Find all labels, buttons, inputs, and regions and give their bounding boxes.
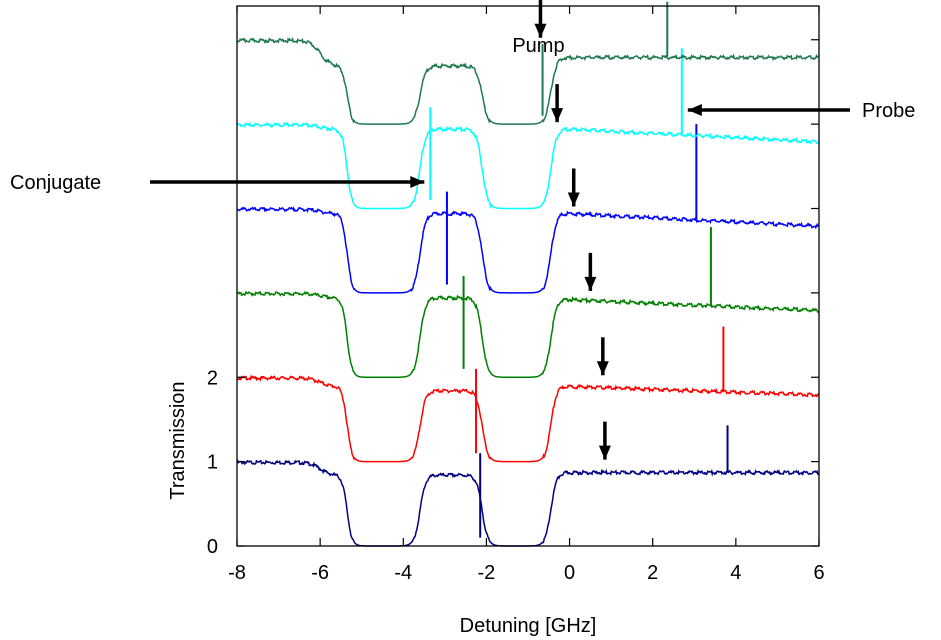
x-axis-label: Detuning [GHz] [460, 615, 597, 637]
x-tick-label: 0 [564, 562, 575, 584]
annotation-conjugate: Conjugate [10, 172, 101, 194]
x-tick-label: 6 [813, 562, 824, 584]
tick-layer: -8 -6 -4 -2 0 2 4 6 0 1 2 [207, 6, 825, 584]
series-line [236, 36, 820, 125]
x-tick-label: 4 [730, 562, 741, 584]
series-line [236, 290, 820, 378]
pump-arrow-head [584, 276, 597, 291]
plot-frame [236, 5, 820, 547]
series-line [236, 374, 820, 463]
y-tick-label: 0 [207, 536, 218, 558]
series-line [236, 121, 820, 210]
y-tick-label: 2 [207, 367, 218, 389]
pump-arrow-head [534, 23, 547, 38]
annotation-pump: Pump [512, 35, 564, 57]
series-layer [236, 1, 820, 547]
pump-arrow-head [567, 192, 580, 207]
series-line [236, 458, 820, 547]
arrow-layer [150, 0, 850, 460]
x-tick-label: -2 [478, 562, 496, 584]
pump-arrow-head [598, 445, 611, 460]
conjugate-arrow-head [410, 176, 425, 188]
probe-arrow-head [687, 104, 702, 116]
annotation-probe: Probe [862, 100, 915, 122]
pump-arrow-head [551, 108, 564, 123]
series-line [236, 206, 820, 294]
y-axis-label: Transmission [167, 381, 189, 499]
x-tick-label: 2 [647, 562, 658, 584]
x-tick-label: -4 [394, 562, 412, 584]
x-tick-label: -6 [311, 562, 329, 584]
y-tick-label: 1 [207, 452, 218, 474]
x-tick-label: -8 [228, 562, 246, 584]
pump-arrow-head [596, 361, 609, 376]
